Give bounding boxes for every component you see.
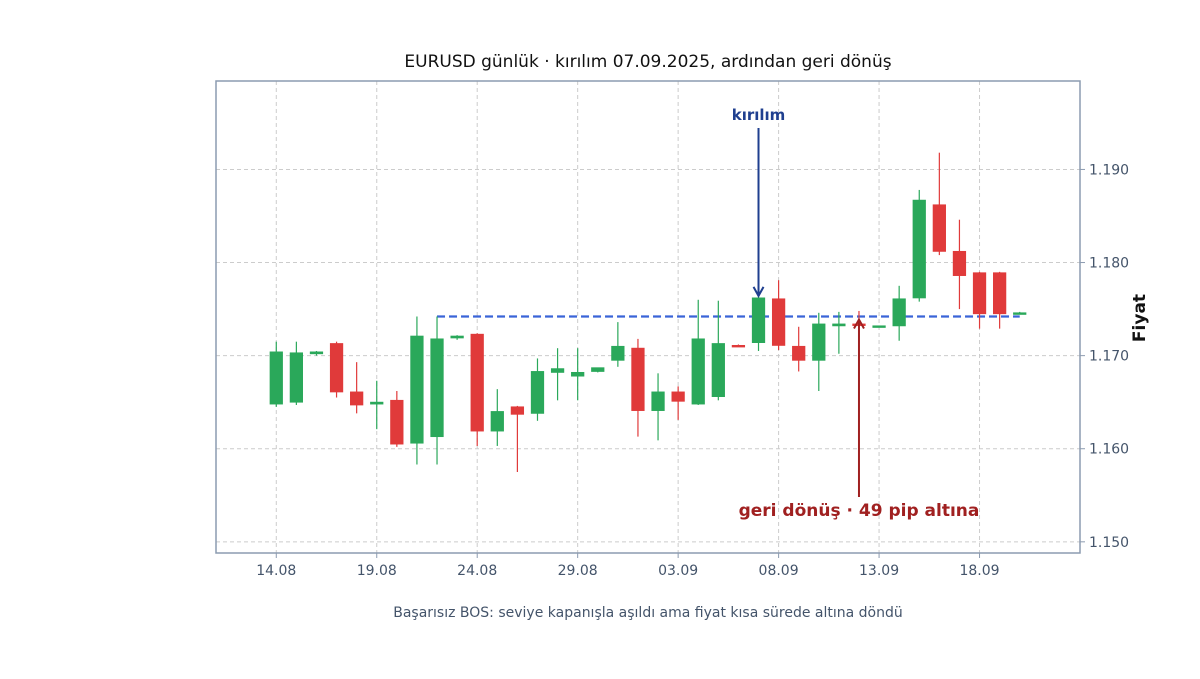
candle-body bbox=[390, 399, 404, 445]
x-axis-ticks: 14.08 19.08 24.08 29.08 03.09 08.09 13.09 18.09 bbox=[256, 553, 1000, 579]
candle-body bbox=[671, 391, 685, 402]
x-tick-label: 03.09 bbox=[658, 563, 698, 579]
annotations: kırılım geri dönüş · 49 pip altına bbox=[732, 106, 980, 521]
chart-subtitle: Başarısız BOS: seviye kapanışla aşıldı a… bbox=[393, 605, 903, 621]
candle-body bbox=[932, 204, 946, 252]
x-tick-label: 19.08 bbox=[357, 563, 397, 579]
breakout-arrow-head bbox=[752, 286, 765, 298]
candle-body bbox=[350, 391, 364, 406]
candle-body bbox=[611, 345, 625, 361]
failure-annotation: geri dönüş · 49 pip altına bbox=[739, 501, 980, 521]
x-tick-label: 18.09 bbox=[959, 563, 999, 579]
candles bbox=[269, 152, 1027, 473]
x-tick-label: 24.08 bbox=[457, 563, 497, 579]
y-tick-label: 1.150 bbox=[1089, 535, 1129, 551]
candle-body bbox=[912, 199, 926, 299]
candle-body bbox=[591, 367, 605, 372]
failure-arrow-head bbox=[853, 317, 865, 330]
x-tick-label: 08.09 bbox=[759, 563, 799, 579]
candle-body bbox=[289, 352, 304, 403]
candle-body bbox=[329, 343, 344, 393]
breakout-annotation: kırılım bbox=[732, 106, 786, 124]
candle-body bbox=[952, 250, 967, 276]
candle-body bbox=[771, 298, 786, 346]
candle-body bbox=[651, 391, 665, 411]
candle-body bbox=[711, 343, 725, 397]
candle-body bbox=[410, 335, 424, 444]
plot-frame bbox=[215, 80, 1081, 554]
candle-body bbox=[832, 323, 846, 327]
candle-body bbox=[812, 323, 826, 361]
y-axis-ticks: 1.150 1.160 1.170 1.180 1.190 bbox=[1080, 162, 1129, 551]
candle-body bbox=[530, 371, 545, 414]
candle-body bbox=[731, 344, 746, 348]
candle-body bbox=[872, 325, 886, 328]
candle-body bbox=[450, 335, 464, 339]
candle-body bbox=[571, 371, 585, 377]
candle-body bbox=[269, 351, 283, 405]
candle-body bbox=[631, 347, 645, 411]
x-tick-label: 29.08 bbox=[558, 563, 598, 579]
candle-body bbox=[470, 333, 484, 432]
candle-body bbox=[691, 338, 705, 405]
candle-body bbox=[490, 411, 504, 432]
grid bbox=[216, 81, 1080, 553]
candle-body bbox=[309, 351, 324, 355]
x-tick-label: 14.08 bbox=[256, 563, 296, 579]
candle-body bbox=[370, 401, 384, 405]
candle-body bbox=[550, 368, 565, 373]
y-tick-label: 1.160 bbox=[1089, 442, 1129, 458]
candle-body bbox=[751, 297, 766, 344]
y-tick-label: 1.170 bbox=[1089, 349, 1129, 365]
candle-body bbox=[892, 298, 906, 327]
candle-body bbox=[510, 406, 525, 415]
candle-body bbox=[972, 272, 987, 315]
chart-title: EURUSD günlük · kırılım 07.09.2025, ardı… bbox=[404, 52, 891, 72]
y-axis-label: Fiyat bbox=[1130, 294, 1150, 342]
y-tick-label: 1.180 bbox=[1089, 256, 1129, 272]
candle-body bbox=[992, 272, 1007, 315]
candle-body bbox=[1013, 312, 1027, 315]
y-tick-label: 1.190 bbox=[1089, 162, 1129, 178]
candle-body bbox=[792, 345, 806, 361]
x-tick-label: 13.09 bbox=[859, 563, 899, 579]
candle-body bbox=[430, 338, 444, 438]
